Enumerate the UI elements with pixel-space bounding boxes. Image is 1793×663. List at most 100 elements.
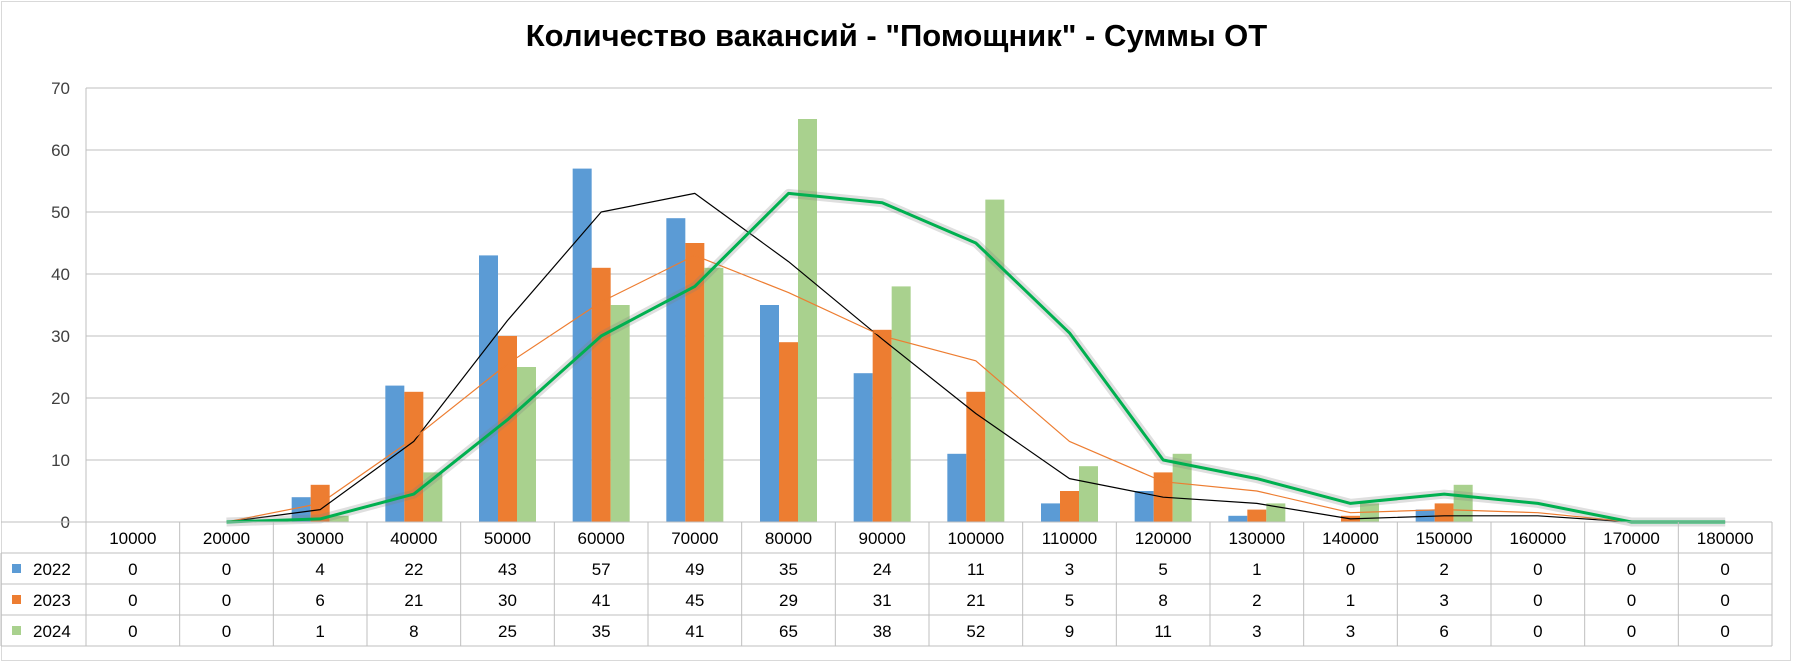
data-label-2022-70000: 49 [685, 560, 704, 579]
bar-2022-120000 [1134, 491, 1154, 522]
data-label-2022-80000: 35 [779, 560, 798, 579]
data-label-2022-160000: 0 [1533, 560, 1542, 579]
data-label-2024-180000: 0 [1720, 622, 1729, 641]
data-label-2024-70000: 41 [685, 622, 704, 641]
legend-entry-2022: 2022 [33, 560, 71, 579]
data-label-2022-100000: 11 [967, 560, 985, 579]
data-label-2022-10000: 0 [128, 560, 137, 579]
bar-2022-150000 [1415, 509, 1435, 522]
x-tick-label: 120000 [1135, 529, 1192, 548]
bar-2024-70000 [704, 267, 724, 522]
x-tick-label: 90000 [859, 529, 906, 548]
bar-2023-150000 [1434, 503, 1454, 522]
x-tick-label: 70000 [671, 529, 718, 548]
x-tick-label: 10000 [109, 529, 156, 548]
data-label-2023-170000: 0 [1627, 591, 1636, 610]
data-label-2023-120000: 8 [1158, 591, 1167, 610]
data-label-2024-20000: 0 [222, 622, 231, 641]
bar-2023-50000 [498, 336, 517, 522]
bar-2023-130000 [1247, 509, 1267, 522]
bar-2023-100000 [966, 391, 986, 522]
trend-line-2024 [226, 191, 1726, 524]
x-tick-label: 140000 [1322, 529, 1379, 548]
bar-2023-80000 [779, 342, 798, 522]
data-label-2022-180000: 0 [1720, 560, 1729, 579]
data-label-2024-160000: 0 [1533, 622, 1542, 641]
y-tick-label: 30 [51, 327, 70, 346]
data-label-2022-30000: 4 [315, 560, 324, 579]
legend-key-2022 [12, 564, 21, 573]
data-label-2024-100000: 52 [966, 622, 985, 641]
bar-2022-100000 [947, 453, 967, 522]
data-label-2022-20000: 0 [222, 560, 231, 579]
data-label-2022-110000: 3 [1065, 560, 1074, 579]
y-tick-label: 10 [51, 451, 70, 470]
bar-2024-120000 [1172, 453, 1192, 522]
bar-2023-40000 [404, 391, 424, 522]
y-tick-label: 40 [51, 265, 70, 284]
x-tick-label: 110000 [1042, 529, 1097, 548]
bar-2024-110000 [1079, 466, 1098, 522]
data-label-2024-140000: 3 [1346, 622, 1355, 641]
data-label-2024-120000: 11 [1154, 622, 1172, 641]
bar-2024-60000 [610, 305, 630, 522]
data-label-2022-60000: 57 [592, 560, 611, 579]
data-label-2024-30000: 1 [315, 622, 324, 641]
x-tick-label: 50000 [484, 529, 531, 548]
bar-2024-90000 [891, 286, 911, 522]
data-label-2022-130000: 1 [1252, 560, 1261, 579]
data-label-2024-80000: 65 [779, 622, 798, 641]
data-label-2023-140000: 1 [1346, 591, 1355, 610]
data-label-2024-110000: 9 [1065, 622, 1074, 641]
y-tick-label: 70 [51, 79, 70, 98]
bar-2022-40000 [385, 385, 405, 522]
trend-line-2023 [226, 254, 1726, 523]
data-label-2023-160000: 0 [1533, 591, 1542, 610]
legend-key-2023 [12, 595, 21, 604]
x-tick-label: 20000 [203, 529, 250, 548]
legend-entry-2023: 2023 [33, 591, 71, 610]
x-tick-label: 170000 [1603, 529, 1660, 548]
x-tick-label: 40000 [390, 529, 437, 548]
bar-2024-50000 [517, 367, 536, 522]
data-label-2024-90000: 38 [873, 622, 892, 641]
bar-2022-30000 [291, 497, 311, 522]
x-tick-label: 180000 [1697, 529, 1754, 548]
data-label-2024-50000: 25 [498, 622, 517, 641]
y-tick-label: 20 [51, 389, 70, 408]
data-label-2023-90000: 31 [873, 591, 892, 610]
x-tick-label: 100000 [947, 529, 1004, 548]
data-label-2022-120000: 5 [1158, 560, 1167, 579]
bar-2024-100000 [985, 199, 1005, 522]
x-tick-label: 80000 [765, 529, 812, 548]
data-label-2023-110000: 5 [1065, 591, 1074, 610]
bar-2024-30000 [329, 515, 349, 522]
data-label-2023-180000: 0 [1720, 591, 1729, 610]
data-label-2022-170000: 0 [1627, 560, 1636, 579]
bar-2024-130000 [1266, 503, 1286, 522]
bar-2022-80000 [760, 305, 779, 522]
bar-2024-150000 [1453, 484, 1473, 522]
bar-2022-90000 [853, 373, 873, 522]
data-label-2023-20000: 0 [222, 591, 231, 610]
bar-2022-110000 [1041, 503, 1060, 522]
data-label-2023-40000: 21 [404, 591, 423, 610]
bar-2024-140000 [1360, 503, 1379, 522]
legend-entry-2024: 2024 [33, 622, 71, 641]
data-label-2023-150000: 3 [1439, 591, 1448, 610]
bar-2023-90000 [872, 329, 892, 522]
bar-2022-60000 [572, 168, 592, 522]
data-label-2023-70000: 45 [685, 591, 704, 610]
x-tick-label: 30000 [297, 529, 344, 548]
bar-2024-80000 [798, 119, 817, 522]
data-label-2022-90000: 24 [873, 560, 892, 579]
data-label-2024-40000: 8 [409, 622, 418, 641]
data-label-2023-80000: 29 [779, 591, 798, 610]
bar-2023-70000 [685, 243, 705, 522]
data-label-2022-150000: 2 [1439, 560, 1448, 579]
data-label-2022-40000: 22 [404, 560, 423, 579]
data-label-2023-100000: 21 [966, 591, 985, 610]
bar-2023-60000 [591, 267, 611, 522]
bar-2022-130000 [1228, 515, 1248, 522]
